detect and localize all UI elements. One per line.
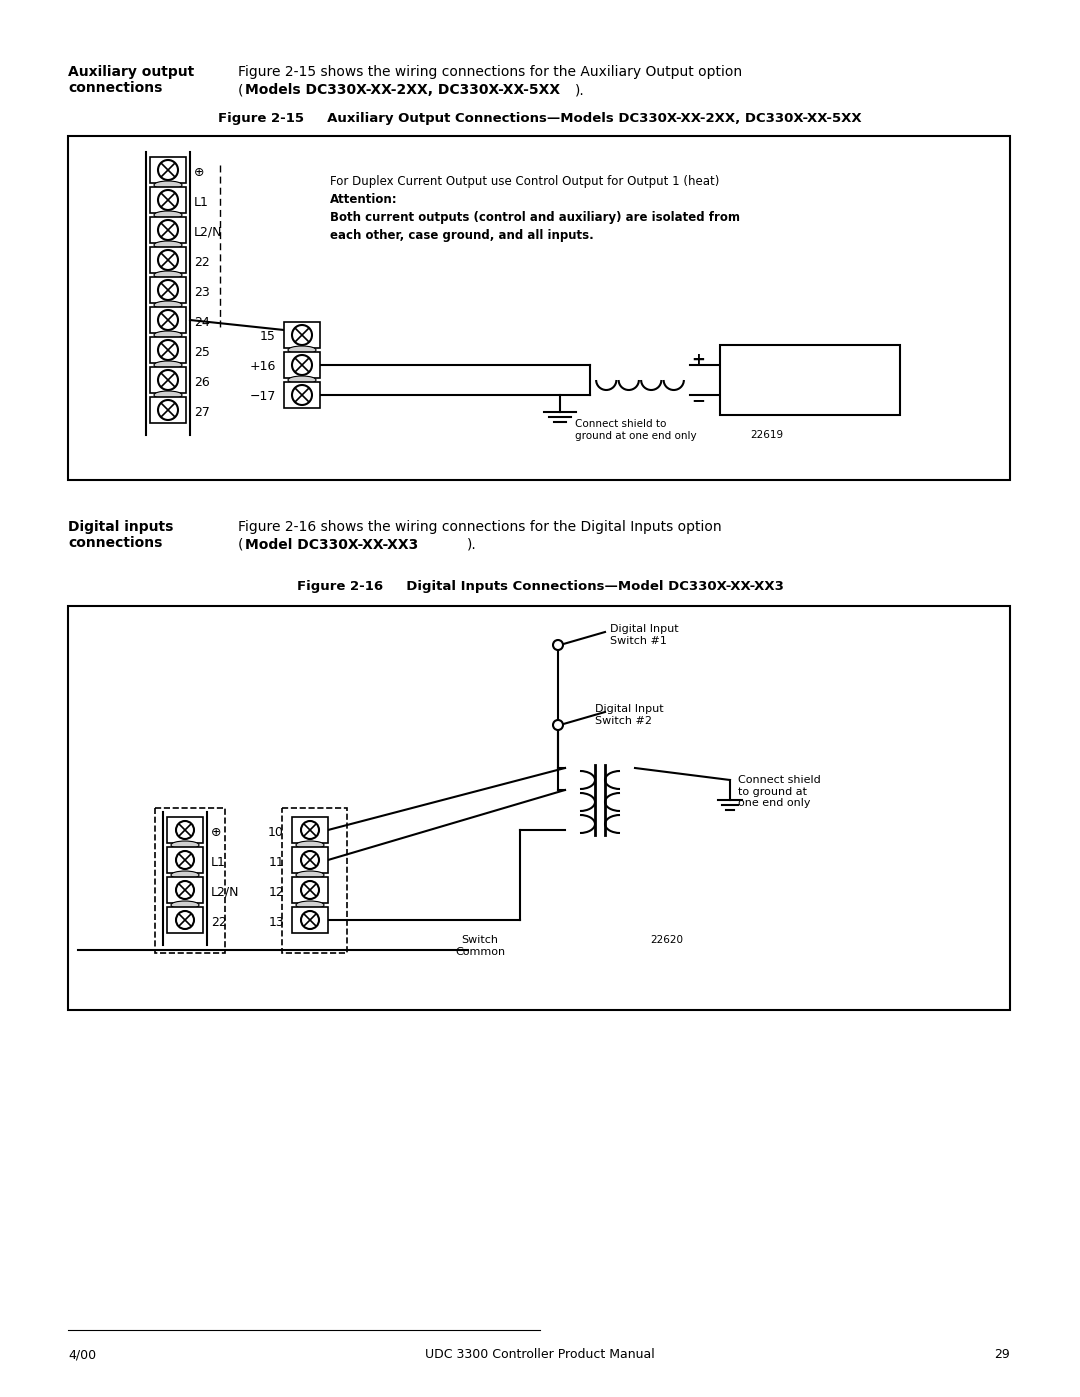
Bar [167, 877, 203, 902]
Bar [292, 877, 328, 902]
Text: Digital Input
Switch #1: Digital Input Switch #1 [610, 624, 678, 645]
Text: Digital inputs
connections: Digital inputs connections [68, 520, 174, 550]
Text: 26: 26 [194, 376, 210, 388]
Bar [167, 907, 203, 933]
Text: Both current outputs (control and auxiliary) are isolated from: Both current outputs (control and auxili… [330, 211, 740, 224]
Bar [150, 367, 186, 393]
Text: Model DC330X-XX-XX3: Model DC330X-XX-XX3 [245, 538, 418, 552]
Text: −: − [691, 391, 705, 409]
Text: 23: 23 [194, 285, 210, 299]
Ellipse shape [288, 346, 316, 353]
Text: L1: L1 [194, 196, 208, 208]
Text: Figure 2-15     Auxiliary Output Connections—Models DC330X-XX-2XX, DC330X-XX-5XX: Figure 2-15 Auxiliary Output Connections… [218, 112, 862, 124]
Bar [150, 156, 186, 183]
Text: ).: ). [575, 82, 584, 96]
Text: (: ( [238, 82, 243, 96]
Ellipse shape [154, 360, 183, 369]
Bar [282, 807, 347, 953]
Text: 15: 15 [260, 331, 276, 344]
Ellipse shape [154, 391, 183, 400]
Ellipse shape [154, 211, 183, 219]
Bar [156, 807, 225, 953]
Bar [150, 337, 186, 363]
Text: Figure 2-15 shows the wiring connections for the Auxiliary Output option: Figure 2-15 shows the wiring connections… [238, 66, 742, 80]
Text: 25: 25 [194, 345, 210, 359]
Bar [167, 817, 203, 842]
Ellipse shape [296, 901, 324, 909]
Ellipse shape [154, 271, 183, 279]
Bar [150, 307, 186, 332]
Text: Figure 2-16 shows the wiring connections for the Digital Inputs option: Figure 2-16 shows the wiring connections… [238, 520, 721, 534]
Text: −17: −17 [249, 391, 276, 404]
Text: L1: L1 [211, 855, 226, 869]
Text: ⊕: ⊕ [211, 826, 221, 838]
Text: 12: 12 [268, 886, 284, 898]
Bar [167, 847, 203, 873]
Text: L2/N: L2/N [211, 886, 240, 898]
Text: 13: 13 [268, 915, 284, 929]
Text: 29: 29 [995, 1348, 1010, 1362]
Bar [284, 381, 320, 408]
Text: ⊕: ⊕ [194, 165, 204, 179]
Text: 22: 22 [194, 256, 210, 268]
Text: 4/00: 4/00 [68, 1348, 96, 1362]
Circle shape [553, 640, 563, 650]
Bar [720, 345, 900, 415]
Text: 24: 24 [194, 316, 210, 328]
Ellipse shape [288, 376, 316, 384]
Text: Models DC330X-XX-2XX, DC330X-XX-5XX: Models DC330X-XX-2XX, DC330X-XX-5XX [245, 82, 561, 96]
Bar [68, 606, 1010, 1010]
Bar [292, 907, 328, 933]
Text: +: + [691, 351, 705, 369]
Text: Figure 2-16     Digital Inputs Connections—Model DC330X-XX-XX3: Figure 2-16 Digital Inputs Connections—M… [297, 580, 783, 592]
Text: 0 –1000Ω: 0 –1000Ω [780, 384, 840, 397]
Ellipse shape [171, 901, 199, 909]
Ellipse shape [154, 242, 183, 249]
Bar [150, 217, 186, 243]
Bar [68, 136, 1010, 481]
Circle shape [553, 719, 563, 731]
Ellipse shape [296, 870, 324, 879]
Text: Attention:: Attention: [330, 193, 397, 205]
Ellipse shape [296, 841, 324, 849]
Ellipse shape [154, 331, 183, 339]
Ellipse shape [171, 870, 199, 879]
Text: Auxiliary Load: Auxiliary Load [766, 369, 854, 381]
Text: each other, case ground, and all inputs.: each other, case ground, and all inputs. [330, 229, 594, 242]
Ellipse shape [154, 300, 183, 309]
Text: 22619: 22619 [750, 430, 783, 440]
Ellipse shape [154, 182, 183, 189]
Text: (: ( [238, 538, 243, 552]
Text: 22620: 22620 [650, 935, 683, 944]
Text: UDC 3300 Controller Product Manual: UDC 3300 Controller Product Manual [426, 1348, 654, 1362]
Text: +16: +16 [249, 360, 276, 373]
Text: 22: 22 [211, 915, 227, 929]
Text: 27: 27 [194, 405, 210, 419]
Bar [150, 397, 186, 423]
Text: Connect shield to
ground at one end only: Connect shield to ground at one end only [575, 419, 697, 440]
Text: Digital Input
Switch #2: Digital Input Switch #2 [595, 704, 663, 726]
Bar [284, 321, 320, 348]
Bar [292, 817, 328, 842]
Bar [150, 247, 186, 272]
Bar [150, 277, 186, 303]
Text: Auxiliary output
connections: Auxiliary output connections [68, 66, 194, 95]
Text: 10: 10 [268, 826, 284, 838]
Text: 11: 11 [268, 855, 284, 869]
Text: For Duplex Current Output use Control Output for Output 1 (heat): For Duplex Current Output use Control Ou… [330, 175, 719, 189]
Ellipse shape [171, 841, 199, 849]
Bar [292, 847, 328, 873]
Bar [284, 352, 320, 379]
Text: L2/N: L2/N [194, 225, 222, 239]
Bar [150, 187, 186, 212]
Text: Switch
Common: Switch Common [455, 935, 505, 957]
Text: Connect shield
to ground at
one end only: Connect shield to ground at one end only [738, 775, 821, 809]
Text: ).: ). [467, 538, 476, 552]
